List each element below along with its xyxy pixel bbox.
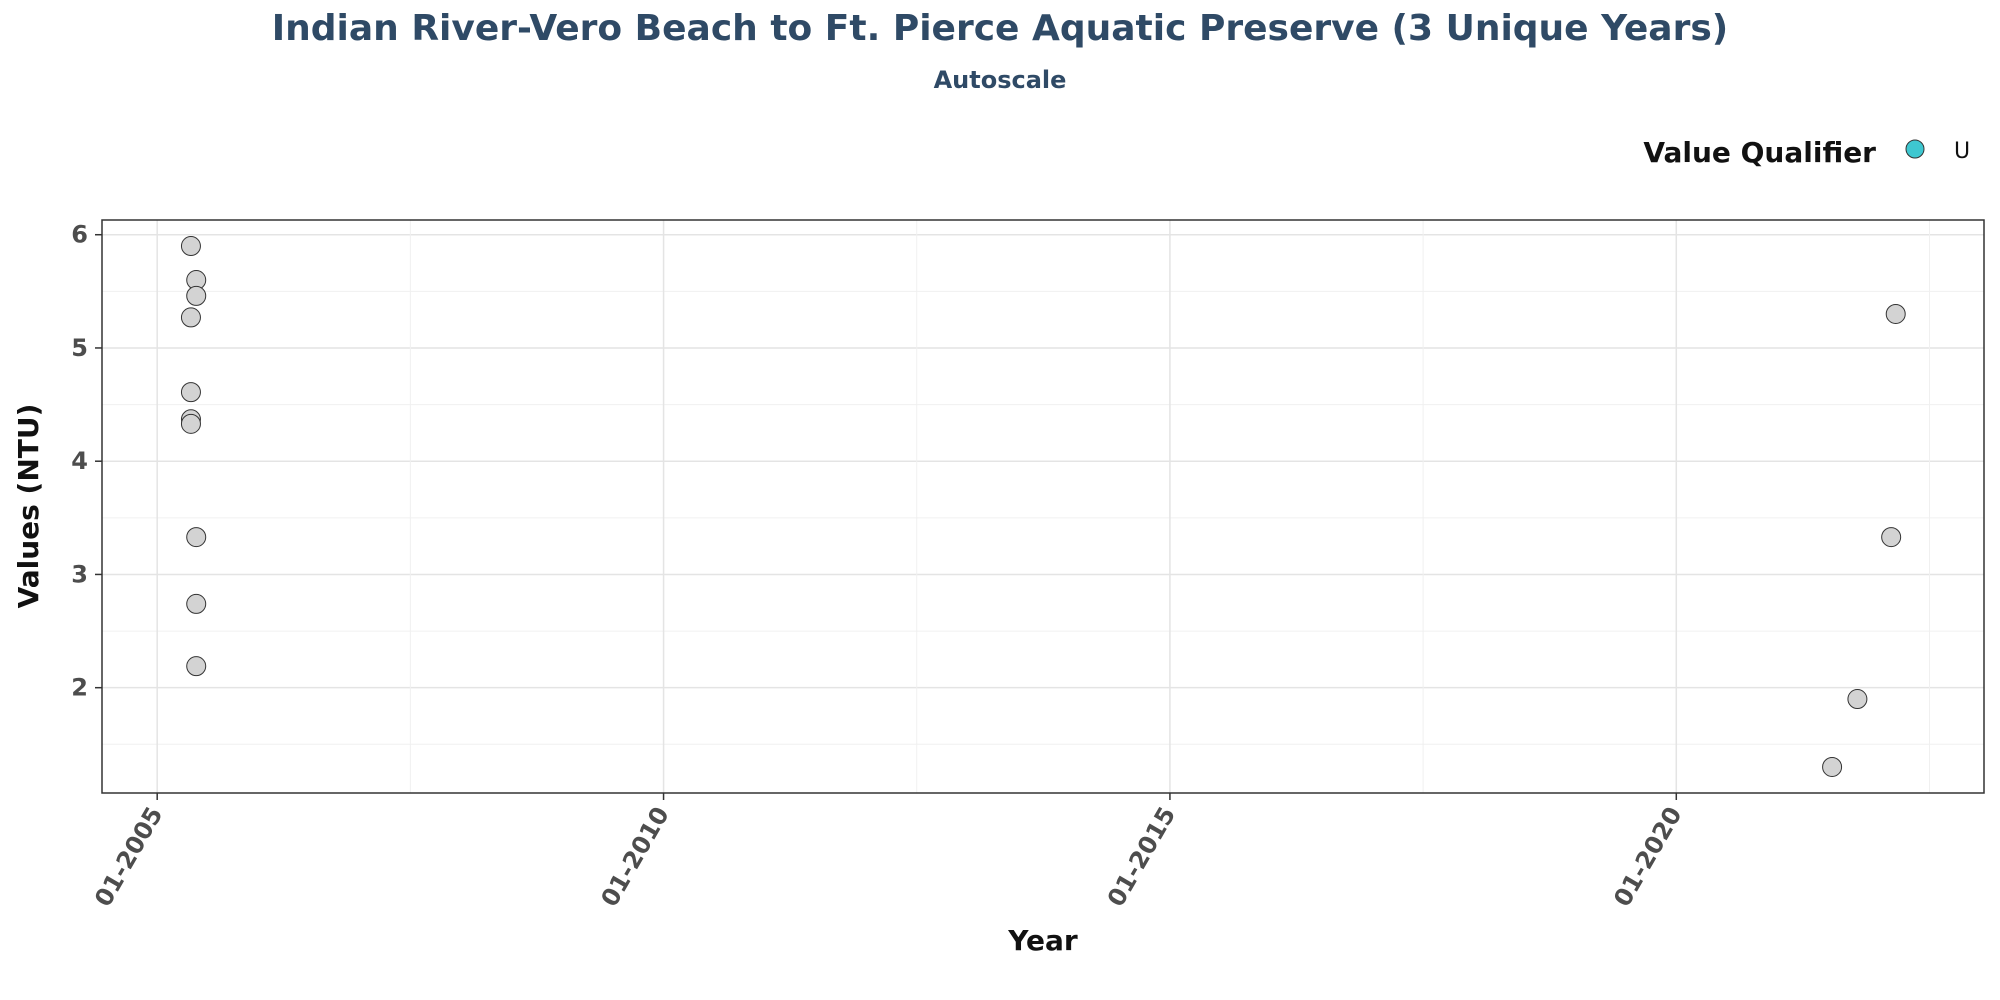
data-point [1885, 303, 1906, 324]
x-tick-label: 01-2005 [89, 802, 168, 911]
y-tick-label: 2 [71, 674, 88, 702]
y-tick-label: 6 [71, 221, 88, 249]
y-axis-title: Values (NTU) [12, 404, 45, 609]
data-point [186, 593, 207, 614]
y-tick-label: 5 [71, 334, 88, 362]
x-axis-title: Year [1007, 924, 1078, 957]
chart-title: Indian River-Vero Beach to Ft. Pierce Aq… [271, 8, 1729, 49]
data-point [1881, 527, 1902, 548]
legend-swatch-u [1905, 139, 1925, 159]
data-point [180, 382, 201, 403]
data-point [1847, 689, 1868, 710]
grid-layer [102, 220, 1984, 793]
data-point [186, 656, 207, 677]
data-point [1822, 756, 1843, 777]
y-tick-label: 3 [71, 560, 88, 588]
data-point [180, 307, 201, 328]
legend-title: Value Qualifier [1643, 136, 1876, 169]
y-tick-label: 4 [71, 447, 88, 475]
data-point [180, 236, 201, 257]
point-layer [180, 236, 1906, 777]
x-tick-label: 01-2020 [1608, 802, 1687, 911]
tick-layer: 2 3 4 5 6 01-2005 01-2010 01-2015 01-2020 [71, 221, 1687, 912]
legend: Value Qualifier U [1643, 136, 1970, 169]
x-tick-label: 01-2015 [1102, 802, 1181, 911]
legend-label-u: U [1954, 139, 1970, 164]
data-point [186, 285, 207, 306]
plot-frame [101, 219, 1985, 794]
data-point [180, 413, 201, 434]
data-point [186, 527, 207, 548]
chart-subtitle: Autoscale [933, 66, 1067, 94]
x-tick-label: 01-2010 [595, 802, 674, 911]
